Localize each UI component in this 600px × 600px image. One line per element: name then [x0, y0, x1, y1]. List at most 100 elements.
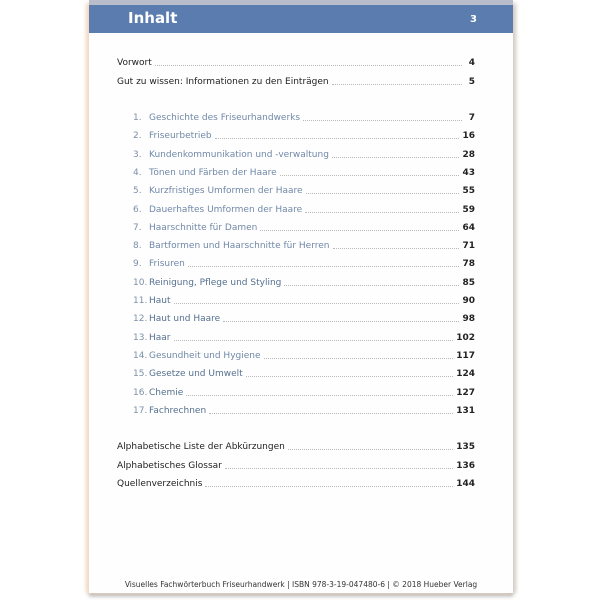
- entry-label: Alphabetisches Glossar: [117, 460, 222, 471]
- chapter-number: 2.: [133, 131, 142, 142]
- entry-label: Geschichte des Friseurhandwerks: [149, 113, 301, 123]
- dot-leader: [209, 412, 454, 414]
- toc-entry[interactable]: 3. Kundenkommunikation und -verwaltung 28: [117, 146, 475, 160]
- dot-leader: [186, 394, 454, 396]
- toc-entry[interactable]: Quellenverzeichnis 144: [117, 475, 475, 489]
- entry-label: Quellenverzeichnis: [117, 479, 203, 489]
- dot-leader: [279, 174, 460, 176]
- entry-page: 59: [462, 204, 475, 215]
- entry-label: Vorwort: [117, 58, 152, 68]
- dot-leader: [154, 65, 462, 66]
- dot-leader: [260, 229, 460, 231]
- dot-leader: [305, 193, 460, 195]
- toc-entry[interactable]: 16. Chemie 127: [117, 384, 475, 398]
- dot-leader: [284, 284, 460, 286]
- entry-label: Kurzfristiges Umformen der Haare: [149, 186, 303, 197]
- entry-page: 7: [468, 113, 475, 123]
- entry-page: 43: [462, 167, 475, 178]
- entry-page: 90: [462, 296, 475, 306]
- entry-page: 28: [462, 149, 475, 160]
- chapter-number: 4.: [133, 167, 142, 178]
- toc-entry[interactable]: 8. Bartformen und Haarschnitte für Herren…: [117, 237, 475, 251]
- chapter-number: 3.: [133, 149, 142, 160]
- dot-leader: [245, 376, 454, 378]
- entry-page: 85: [462, 277, 475, 288]
- toc-entry[interactable]: Vorwort 4: [117, 54, 475, 68]
- entry-page: 5: [468, 76, 475, 87]
- chapter-number: 15.: [133, 369, 148, 380]
- dot-leader: [224, 467, 454, 469]
- chapter-number: 6.: [133, 204, 142, 215]
- toc-entry[interactable]: 5. Kurzfristiges Umformen der Haare 55: [117, 182, 475, 196]
- dot-leader: [303, 120, 462, 121]
- toc-entry[interactable]: 13. Haar 102: [117, 329, 475, 343]
- dot-leader: [214, 138, 460, 140]
- dot-leader: [173, 339, 454, 341]
- toc-entry[interactable]: Alphabetisches Glossar 136: [117, 457, 475, 471]
- toc-entry[interactable]: 14. Gesundheit und Hygiene 117: [117, 347, 475, 361]
- toc-entry[interactable]: 12. Haut und Haare 98: [117, 310, 475, 324]
- page-top-edge: [89, 0, 513, 5]
- chapter-number: 17.: [133, 405, 148, 416]
- dot-leader: [331, 83, 462, 85]
- dot-leader: [187, 266, 460, 268]
- dot-leader: [173, 303, 460, 304]
- entry-page: 55: [462, 186, 475, 197]
- chapter-number: 10.: [133, 277, 148, 288]
- entry-page: 131: [456, 405, 475, 416]
- dot-leader: [205, 486, 454, 487]
- dot-leader: [263, 357, 454, 359]
- toc-entry[interactable]: 9. Frisuren 78: [117, 255, 475, 269]
- toc-entry[interactable]: 6. Dauerhaftes Umformen der Haare 59: [117, 201, 475, 215]
- toc-entry[interactable]: 2. Friseurbetrieb 16: [117, 127, 475, 141]
- page-header: Inhalt 3: [89, 5, 513, 33]
- chapter-number: 14.: [133, 350, 148, 361]
- toc-entry[interactable]: Alphabetische Liste der Abkürzungen 135: [117, 438, 475, 452]
- toc-entry[interactable]: 10. Reinigung, Pflege und Styling 85: [117, 274, 475, 288]
- entry-label: Alphabetische Liste der Abkürzungen: [117, 442, 285, 452]
- chapter-number: 5.: [133, 186, 142, 197]
- entry-page: 64: [462, 222, 475, 233]
- entry-page: 127: [456, 387, 475, 398]
- chapter-number: 13.: [133, 332, 148, 343]
- dot-leader: [223, 321, 460, 323]
- entry-label: Haarschnitte für Damen: [149, 222, 258, 233]
- chapter-number: 1.: [133, 113, 142, 123]
- entry-label: Gesundheit und Hygiene: [149, 350, 261, 361]
- entry-page: 16: [462, 131, 475, 142]
- toc-entry[interactable]: Gut zu wissen: Informationen zu den Eint…: [117, 73, 475, 87]
- entry-page: 71: [462, 241, 475, 252]
- chapter-number: 7.: [133, 222, 142, 233]
- chapter-number: 8.: [133, 241, 142, 252]
- toc-entry[interactable]: 17. Fachrechnen 131: [117, 402, 475, 416]
- toc-entry[interactable]: 1. Geschichte des Friseurhandwerks 7: [117, 109, 475, 123]
- entry-label: Dauerhaftes Umformen der Haare: [149, 204, 303, 215]
- entry-label: Bartformen und Haarschnitte für Herren: [149, 241, 330, 252]
- toc-entry[interactable]: 15. Gesetze und Umwelt 124: [117, 365, 475, 379]
- entry-label: Fachrechnen: [149, 405, 207, 416]
- entry-label: Gesetze und Umwelt: [149, 369, 243, 380]
- entry-page: 98: [462, 314, 475, 325]
- dot-leader: [305, 211, 460, 213]
- entry-page: 102: [456, 332, 475, 343]
- entry-label: Friseurbetrieb: [149, 131, 212, 142]
- entry-page: 78: [462, 259, 475, 270]
- toc-entry[interactable]: 11. Haut 90: [117, 292, 475, 306]
- entry-page: 4: [468, 58, 475, 68]
- chapter-number: 16.: [133, 387, 148, 398]
- entry-label: Haut und Haare: [149, 314, 221, 325]
- entry-label: Reinigung, Pflege und Styling: [149, 277, 282, 288]
- entry-page: 144: [456, 479, 475, 489]
- toc-entry[interactable]: 4. Tönen und Färben der Haare 43: [117, 164, 475, 178]
- entry-page: 124: [456, 369, 475, 380]
- entry-label: Chemie: [149, 387, 184, 398]
- entry-label: Tönen und Färben der Haare: [149, 167, 277, 178]
- chapter-number: 11.: [133, 296, 148, 306]
- page-title: Inhalt: [128, 9, 178, 27]
- toc-entry[interactable]: 7. Haarschnitte für Damen 64: [117, 219, 475, 233]
- dot-leader: [331, 156, 460, 158]
- dot-leader: [287, 449, 454, 450]
- entry-page: 135: [456, 442, 475, 452]
- entry-page: 136: [456, 460, 475, 471]
- entry-page: 117: [456, 350, 475, 361]
